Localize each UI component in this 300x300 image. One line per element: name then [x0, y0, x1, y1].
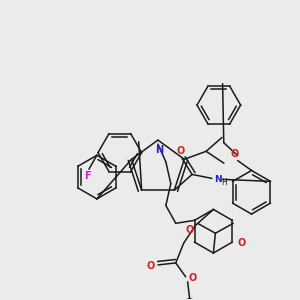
Text: O: O [189, 273, 197, 283]
Text: O: O [237, 238, 245, 248]
Text: N: N [155, 145, 163, 155]
Text: O: O [230, 148, 239, 159]
Text: O: O [147, 261, 155, 271]
Text: O: O [185, 225, 194, 235]
Text: H: H [221, 178, 226, 187]
Text: F: F [84, 171, 90, 181]
Text: O: O [176, 146, 184, 156]
Text: N: N [214, 175, 221, 184]
